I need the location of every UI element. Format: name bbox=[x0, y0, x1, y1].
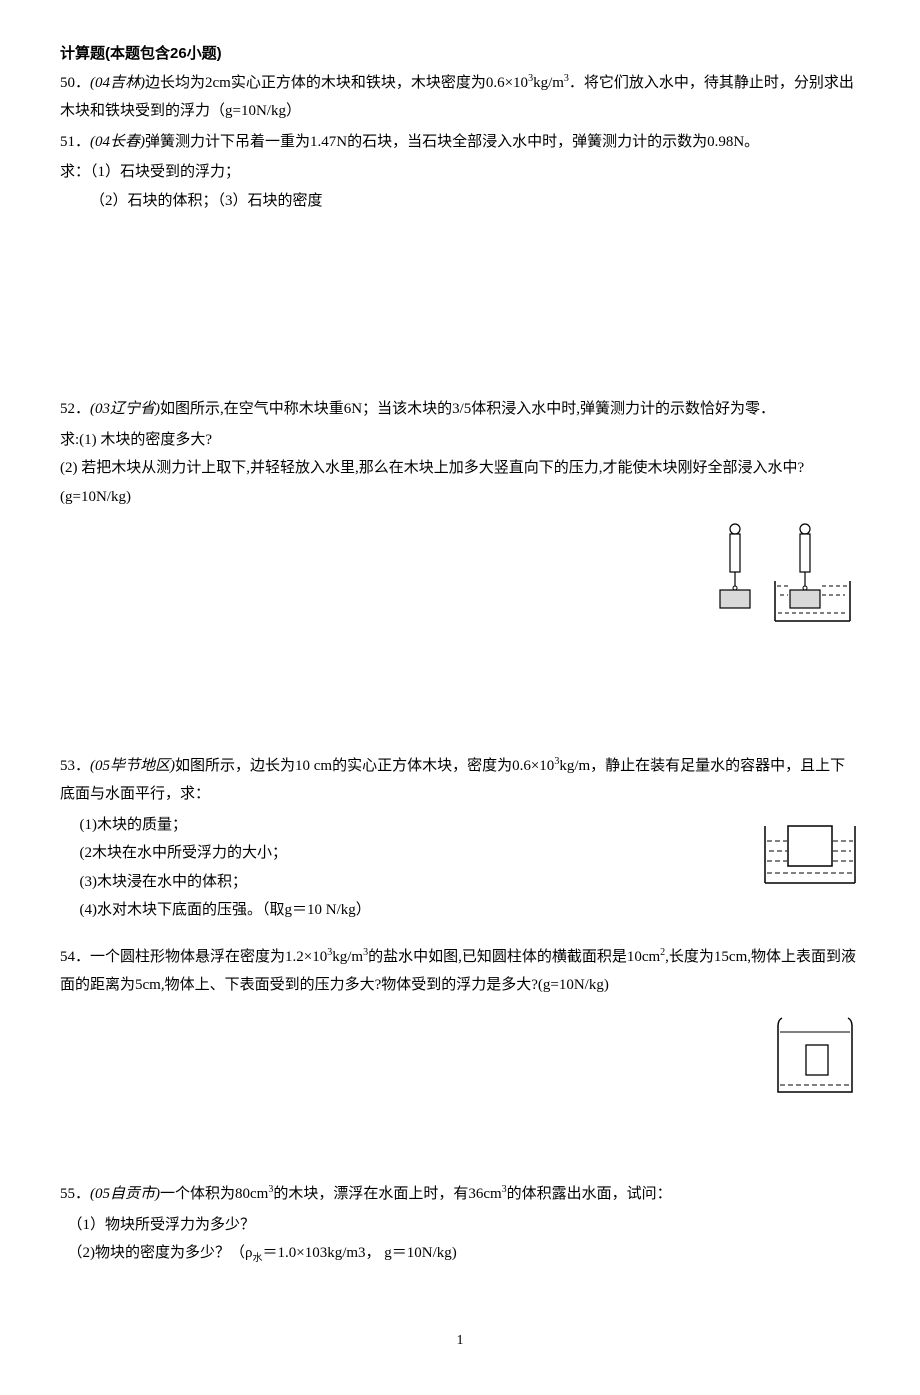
section-title: 计算题(本题包含26小题) bbox=[60, 40, 860, 69]
q53-source: (05毕节地区) bbox=[90, 758, 175, 774]
question-52: 52．(03辽宁省)如图所示,在空气中称木块重6N；当该木块的3/5体积浸入水中… bbox=[60, 395, 860, 424]
q51-num: 51． bbox=[60, 134, 90, 150]
q53-figure bbox=[760, 811, 860, 900]
question-50: 50．(04吉林)边长均为2cm实心正方体的木块和铁块，木块密度为0.6×103… bbox=[60, 69, 860, 126]
q55-p2a: （2)物块的密度为多少？（ρ bbox=[68, 1245, 253, 1261]
page-number: 1 bbox=[60, 1328, 860, 1355]
q53-num: 53． bbox=[60, 758, 90, 774]
q50-text1: 边长均为2cm实心正方体的木块和铁块，木块密度为0.6×10 bbox=[145, 75, 528, 91]
q55-p2: （2)物块的密度为多少？（ρ水＝1.0×103kg/m3， g＝10N/kg) bbox=[60, 1239, 860, 1268]
q52-source: (03辽宁省) bbox=[90, 401, 160, 417]
q55-text1: 一个体积为80cm bbox=[160, 1186, 268, 1202]
q53-p3: (3)木块浸在水中的体积； bbox=[60, 868, 860, 897]
question-54: 54．一个圆柱形物体悬浮在密度为1.2×103kg/m3的盐水中如图,已知圆柱体… bbox=[60, 943, 860, 1000]
q50-num: 50． bbox=[60, 75, 90, 91]
q52-text: 如图所示,在空气中称木块重6N；当该木块的3/5体积浸入水中时,弹簧测力计的示数… bbox=[160, 401, 775, 417]
q55-text2: 的木块，漂浮在水面上时，有36cm bbox=[273, 1186, 501, 1202]
question-53: 53．(05毕节地区)如图所示，边长为10 cm的实心正方体木块，密度为0.6×… bbox=[60, 752, 860, 809]
q55-text3: 的体积露出水面，试问： bbox=[507, 1186, 672, 1202]
q52-figure bbox=[700, 521, 860, 642]
q52-ask: 求:(1) 木块的密度多大? bbox=[60, 426, 860, 455]
q54-text2: kg/m bbox=[332, 949, 363, 965]
q55-source: (05自贡市) bbox=[90, 1186, 160, 1202]
q54-num: 54． bbox=[60, 949, 90, 965]
q50-source: (04吉林) bbox=[90, 75, 145, 91]
q52-line2: (2) 若把木块从测力计上取下,并轻轻放入水里,那么在木块上加多大竖直向下的压力… bbox=[60, 454, 860, 511]
q52-num: 52． bbox=[60, 401, 90, 417]
question-51: 51．(04长春)弹簧测力计下吊着一重为1.47N的石块，当石块全部浸入水中时，… bbox=[60, 128, 860, 157]
q53-p4: (4)水对木块下底面的压强。（取g＝10 N/kg） bbox=[60, 896, 860, 925]
q55-num: 55． bbox=[60, 1186, 90, 1202]
q51-source: (04长春) bbox=[90, 134, 145, 150]
q53-text1: 如图所示，边长为10 cm的实心正方体木块，密度为0.6×10 bbox=[175, 758, 554, 774]
q55-sub: 水 bbox=[252, 1253, 262, 1264]
q51-ask: 求：（1）石块受到的浮力； bbox=[60, 158, 860, 187]
q51-line2: （2）石块的体积；（3）石块的密度 bbox=[60, 187, 860, 216]
q53-p1: (1)木块的质量； bbox=[60, 811, 860, 840]
q54-figure bbox=[770, 1010, 860, 1111]
q53-p2: (2木块在水中所受浮力的大小； bbox=[60, 839, 860, 868]
question-55: 55．(05自贡市)一个体积为80cm3的木块，漂浮在水面上时，有36cm3的体… bbox=[60, 1180, 860, 1209]
q51-text: 弹簧测力计下吊着一重为1.47N的石块，当石块全部浸入水中时，弹簧测力计的示数为… bbox=[145, 134, 759, 150]
q54-text1: 一个圆柱形物体悬浮在密度为1.2×10 bbox=[90, 949, 327, 965]
q55-p1: （1）物块所受浮力为多少？ bbox=[60, 1211, 860, 1240]
q50-text2: kg/m bbox=[533, 75, 564, 91]
q55-p2b: ＝1.0×103kg/m3， g＝10N/kg) bbox=[262, 1245, 456, 1261]
q54-text3: 的盐水中如图,已知圆柱体的横截面积是10cm bbox=[368, 949, 660, 965]
